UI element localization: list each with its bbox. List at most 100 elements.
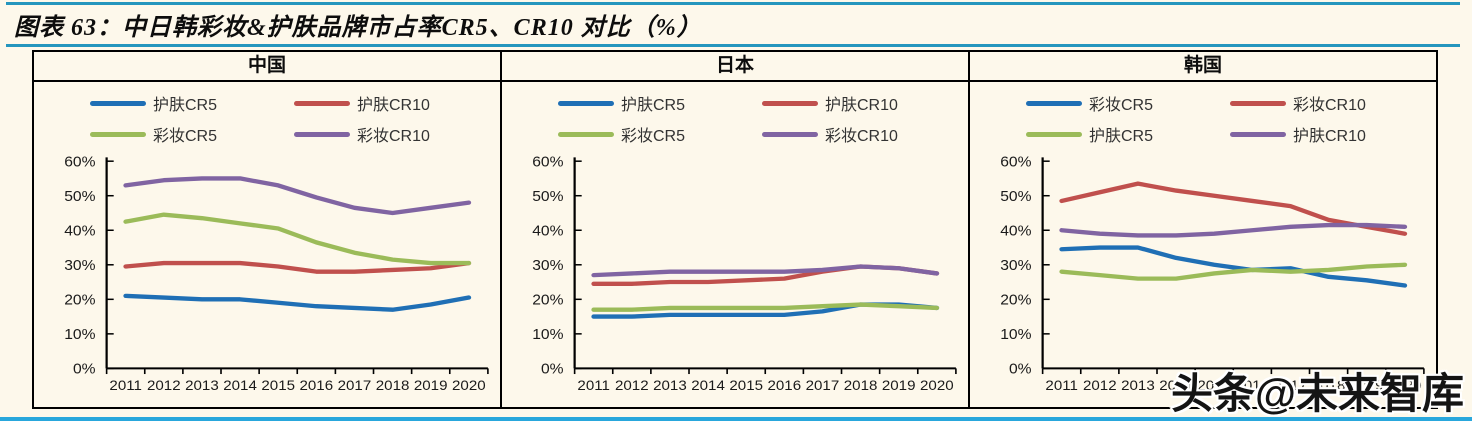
x-tick-label: 2013	[1121, 378, 1155, 393]
y-tick-label: 20%	[1000, 292, 1031, 308]
panel-header: 中国	[34, 52, 500, 82]
line-chart-svg: 0% 10% 20% 30% 40% 50% 60% 2011 2012 2013 2014 2015…	[532, 154, 957, 394]
y-tick-label: 0%	[1009, 361, 1032, 377]
line-chart-svg: 0% 10% 20% 30% 40% 50% 60% 2011 2012 2013 2014 2015…	[1000, 154, 1425, 394]
legend-label: 护肤CR5	[621, 97, 686, 114]
series-line-护肤CR5	[123, 293, 472, 312]
y-tick-label: 50%	[532, 188, 563, 204]
legend-label: 彩妆CR10	[1293, 97, 1366, 114]
legend-label: 护肤CR10	[1293, 128, 1366, 145]
series-line-护肤CR5	[1059, 262, 1408, 281]
panel-header: 日本	[502, 52, 968, 82]
x-tick-label: 2020	[452, 378, 486, 393]
legend-item: 彩妆CR10	[294, 122, 494, 146]
legend-label: 彩妆CR5	[1089, 97, 1154, 114]
chart-box: 0% 10% 20% 30% 40% 50% 60% 2011 2012 2013 2014 2015…	[34, 148, 500, 407]
y-tick-label: 10%	[532, 326, 563, 342]
y-tick-label: 60%	[532, 154, 563, 170]
bottom-teal-strip	[0, 417, 1472, 421]
panel-korea: 韩国 彩妆CR5 彩妆CR10 护肤CR5 护肤CR10 0% 10% 20% 30% 40%…	[970, 52, 1436, 407]
watermark: 头条@未来智库	[1170, 369, 1466, 419]
legend-item: 护肤CR5	[90, 91, 290, 115]
x-tick-label: 2019	[414, 378, 448, 393]
legend-item: 彩妆CR10	[1230, 91, 1430, 115]
x-tick-label: 2020	[1388, 378, 1422, 393]
x-tick-label: 2013	[653, 378, 687, 393]
x-tick-label: 2016	[300, 378, 334, 393]
y-tick-label: 50%	[64, 188, 95, 204]
legend-line-swatch	[1230, 131, 1286, 137]
legend-label: 彩妆CR10	[825, 128, 898, 145]
legend-label: 护肤CR10	[825, 97, 898, 114]
y-tick-label: 0%	[73, 361, 96, 377]
x-tick-label: 2012	[147, 378, 181, 393]
x-tick-label: 2012	[615, 378, 649, 393]
legend-line-swatch	[1230, 100, 1286, 106]
legend-line-swatch	[762, 100, 818, 106]
legend: 护肤CR5 护肤CR10 彩妆CR5 彩妆CR10	[34, 82, 500, 148]
x-tick-label: 2014	[1159, 378, 1193, 393]
legend-label: 护肤CR5	[153, 97, 218, 114]
x-tick-label: 2019	[1350, 378, 1384, 393]
chart-box: 0% 10% 20% 30% 40% 50% 60% 2011 2012 2013 2014 2015…	[970, 148, 1436, 407]
legend-label: 彩妆CR5	[621, 128, 686, 145]
legend-item: 护肤CR10	[762, 91, 962, 115]
chart-box: 0% 10% 20% 30% 40% 50% 60% 2011 2012 2013 2014 2015…	[502, 148, 968, 407]
panel-header: 韩国	[970, 52, 1436, 82]
panel-china: 中国 护肤CR5 护肤CR10 彩妆CR5 彩妆CR10 0% 10% 20% 30% 40%…	[34, 52, 502, 407]
x-tick-label: 2012	[1083, 378, 1117, 393]
x-tick-label: 2016	[1236, 378, 1270, 393]
legend-item: 护肤CR10	[294, 91, 494, 115]
x-tick-label: 2020	[920, 378, 954, 393]
legend-label: 彩妆CR5	[153, 128, 218, 145]
series-line-护肤CR10	[123, 260, 472, 274]
series-line-护肤CR10	[1059, 222, 1408, 238]
y-tick-label: 30%	[1000, 257, 1031, 273]
legend: 护肤CR5 护肤CR10 彩妆CR5 彩妆CR10	[502, 82, 968, 148]
y-tick-label: 30%	[532, 257, 563, 273]
legend-item: 彩妆CR5	[1026, 91, 1226, 115]
legend-label: 护肤CR10	[357, 97, 430, 114]
x-tick-label: 2011	[1045, 378, 1078, 393]
y-tick-label: 0%	[541, 361, 564, 377]
y-tick-label: 10%	[1000, 326, 1031, 342]
x-tick-label: 2019	[882, 378, 916, 393]
y-tick-label: 40%	[1000, 223, 1031, 239]
series-line-彩妆CR10	[123, 176, 472, 216]
legend-line-swatch	[90, 131, 146, 137]
legend-line-swatch	[90, 100, 146, 106]
series-line-彩妆CR5	[123, 212, 472, 266]
y-tick-label: 40%	[532, 223, 563, 239]
x-tick-label: 2016	[768, 378, 802, 393]
legend-line-swatch	[294, 100, 350, 106]
legend-item: 彩妆CR5	[90, 122, 290, 146]
legend-line-swatch	[762, 131, 818, 137]
x-tick-label: 2013	[185, 378, 219, 393]
series-line-彩妆CR10	[591, 264, 940, 278]
x-tick-label: 2011	[577, 378, 610, 393]
chart-table: 中国 护肤CR5 护肤CR10 彩妆CR5 彩妆CR10 0% 10% 20% 30% 40%…	[32, 50, 1438, 409]
x-tick-label: 2018	[844, 378, 878, 393]
legend-item: 护肤CR10	[1230, 122, 1430, 146]
x-tick-label: 2011	[109, 378, 142, 393]
y-tick-label: 20%	[532, 292, 563, 308]
x-tick-label: 2017	[1274, 378, 1308, 393]
legend-line-swatch	[1026, 100, 1082, 106]
top-teal-rule	[6, 2, 1460, 5]
y-tick-label: 20%	[64, 292, 95, 308]
legend-line-swatch	[558, 100, 614, 106]
x-tick-label: 2017	[338, 378, 372, 393]
x-tick-label: 2017	[806, 378, 840, 393]
x-tick-label: 2015	[729, 378, 763, 393]
x-tick-label: 2015	[261, 378, 295, 393]
y-tick-label: 60%	[64, 154, 95, 170]
series-line-彩妆CR5	[591, 302, 940, 312]
legend-item: 彩妆CR10	[762, 122, 962, 146]
title-underline-rule	[6, 44, 1460, 47]
legend-item: 护肤CR5	[1026, 122, 1226, 146]
x-tick-label: 2015	[1197, 378, 1231, 393]
series-line-彩妆CR5	[1059, 245, 1408, 288]
legend-line-swatch	[558, 131, 614, 137]
legend-item: 彩妆CR5	[558, 122, 758, 146]
